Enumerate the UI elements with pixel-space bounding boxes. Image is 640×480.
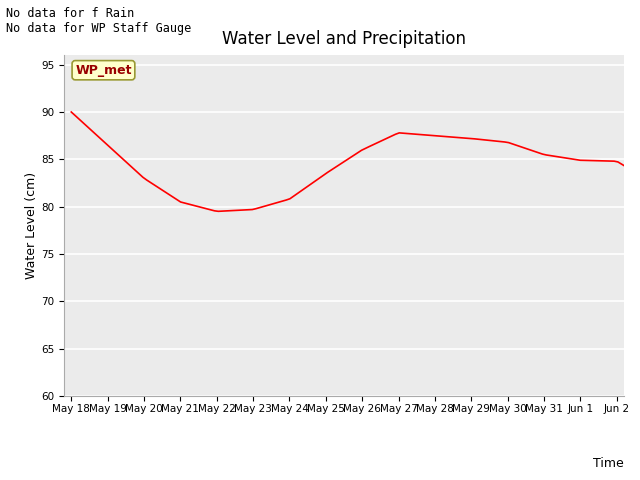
Title: Water Level and Precipitation: Water Level and Precipitation	[222, 30, 466, 48]
Text: No data for WP Staff Gauge: No data for WP Staff Gauge	[6, 22, 191, 35]
Y-axis label: Water Level (cm): Water Level (cm)	[25, 172, 38, 279]
Text: WP_met: WP_met	[76, 64, 132, 77]
Text: Time: Time	[593, 457, 624, 470]
Text: No data for f Rain: No data for f Rain	[6, 7, 134, 20]
